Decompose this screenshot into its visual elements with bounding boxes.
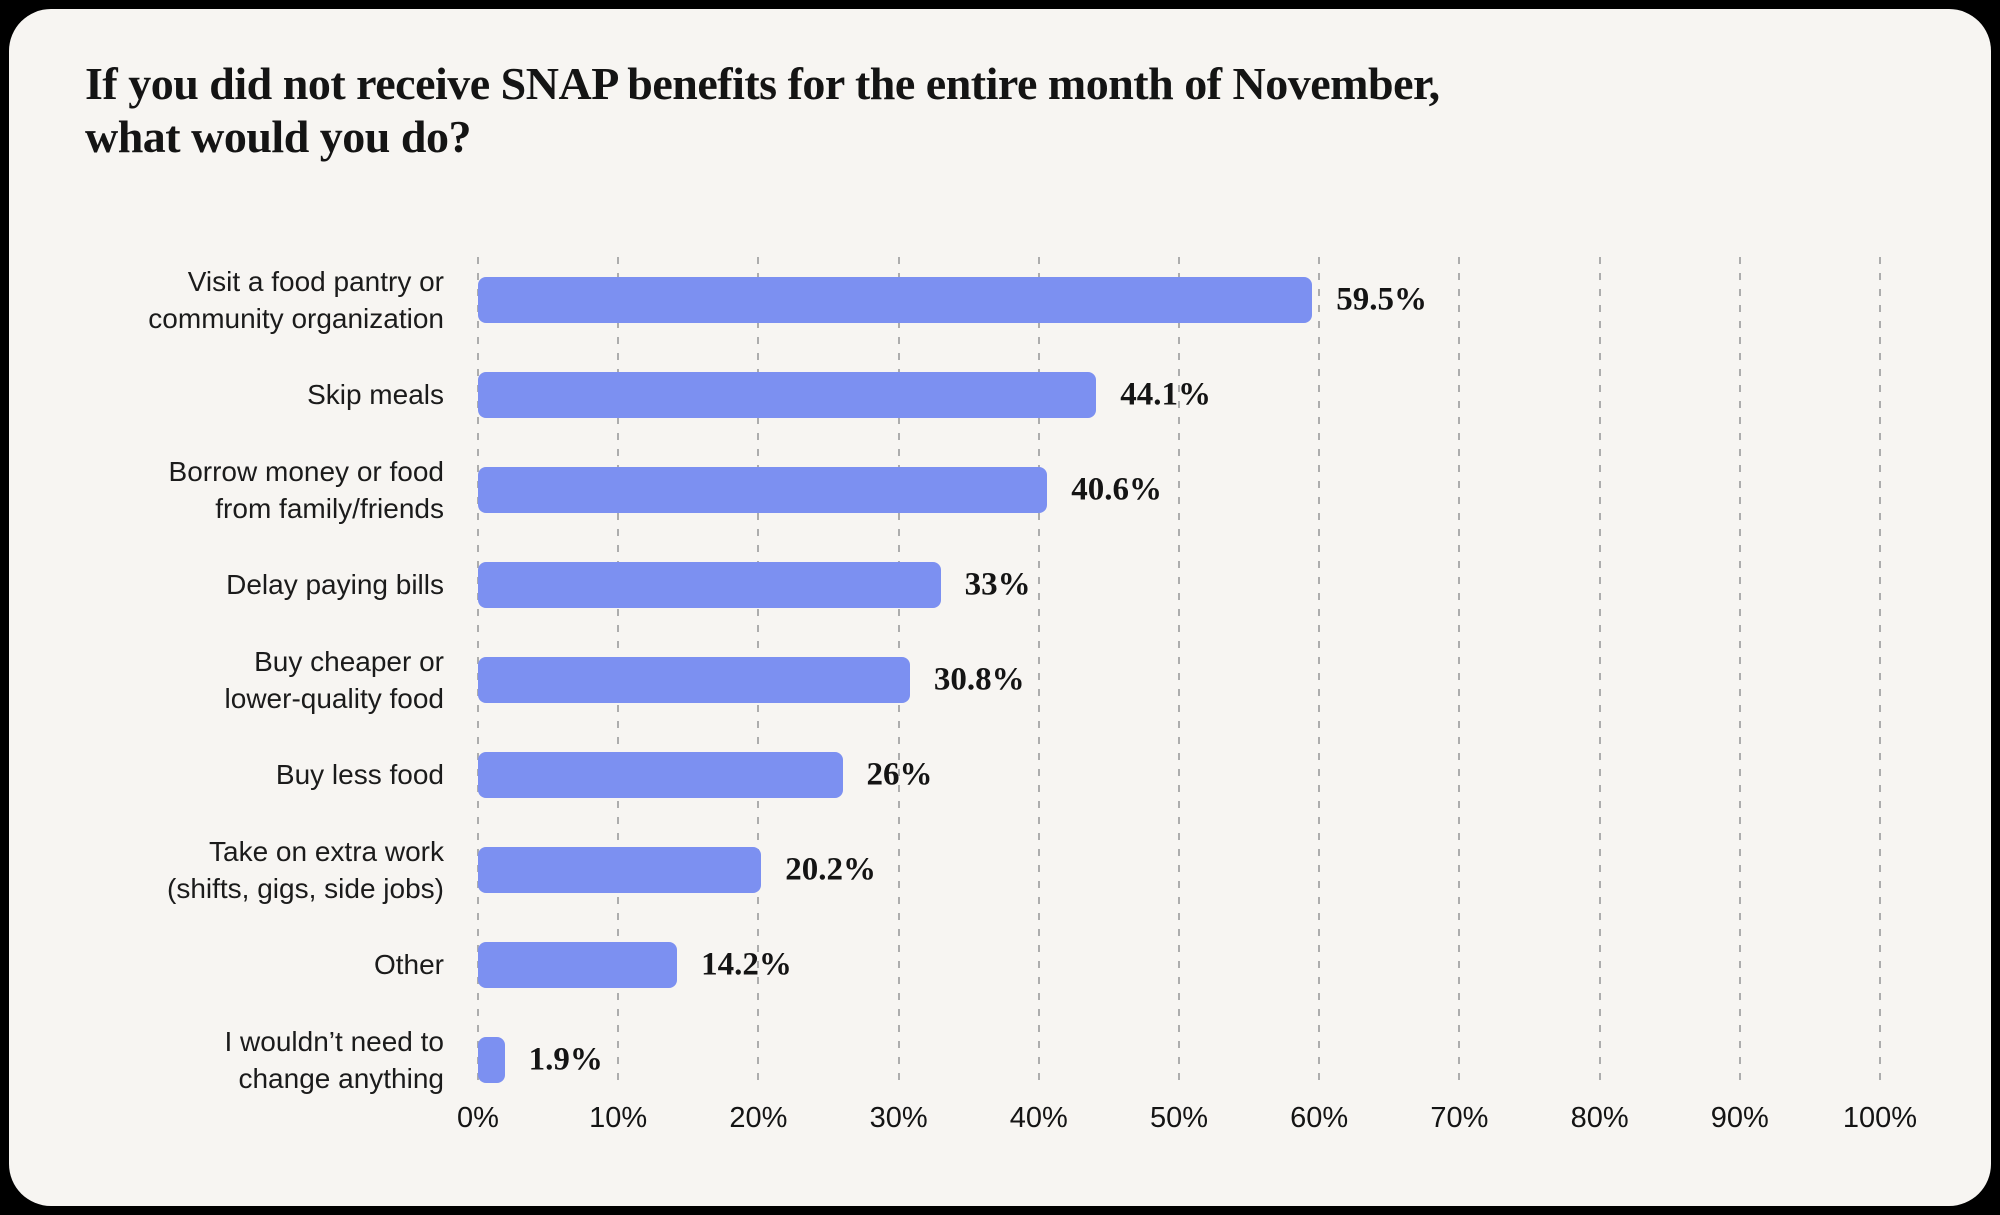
chart-row: Buy cheaper or lower-quality food 30.8% xyxy=(85,632,1880,727)
value-label: 30.8% xyxy=(933,661,1025,697)
bar-track: 59.5% xyxy=(478,276,1880,323)
chart-row: Take on extra work (shifts, gigs, side jo… xyxy=(85,822,1880,917)
value-label: 20.2% xyxy=(785,851,876,887)
x-tick-90%: 90% xyxy=(1710,1102,1769,1134)
x-tick-30%: 30% xyxy=(869,1102,928,1134)
category-label: Skip meals xyxy=(307,379,444,410)
category-label: Visit a food pantry or community organiza… xyxy=(148,265,444,334)
chart-row: Borrow money or food from family/friends 4… xyxy=(85,442,1880,537)
bar-track: 33% xyxy=(478,561,1880,608)
chart-rows: Visit a food pantry or community organiza… xyxy=(85,252,1880,1107)
category-label: Delay paying bills xyxy=(226,569,444,600)
category-label: Buy cheaper or lower-quality food xyxy=(224,645,444,714)
x-tick-70%: 70% xyxy=(1430,1102,1489,1134)
bar-chart: Visit a food pantry or community organiza… xyxy=(85,252,1881,1107)
category-label: Take on extra work (shifts, gigs, side jo… xyxy=(167,835,444,904)
bar-track: 40.6% xyxy=(478,466,1880,513)
bar xyxy=(478,561,941,608)
value-label: 40.6% xyxy=(1071,471,1162,507)
x-tick-40%: 40% xyxy=(1009,1102,1068,1134)
bar xyxy=(478,846,762,893)
x-tick-100%: 100% xyxy=(1842,1102,1918,1134)
value-label: 1.9% xyxy=(528,1041,603,1077)
x-axis: 0% 10% 20% 30% 40% 50% 60% 70% 80% 90% 100% xyxy=(457,1095,1917,1141)
x-tick-10%: 10% xyxy=(589,1102,648,1134)
chart-row: Buy less food 26% xyxy=(85,727,1880,822)
x-tick-60%: 60% xyxy=(1290,1102,1349,1134)
category-label: Buy less food xyxy=(275,759,444,790)
value-label: 33% xyxy=(964,566,1031,602)
x-tick-50%: 50% xyxy=(1149,1102,1209,1134)
chart-title-line-2: what would you do? xyxy=(85,111,471,162)
x-tick-0%: 0% xyxy=(457,1102,499,1134)
bar xyxy=(478,276,1313,323)
category-label: Borrow money or food from family/friends xyxy=(168,455,444,524)
bar xyxy=(478,656,910,703)
bar-track: 14.2% xyxy=(478,941,1880,988)
x-tick-80%: 80% xyxy=(1570,1102,1629,1134)
chart-title-line-1: If you did not receive SNAP benefits for… xyxy=(85,58,1440,109)
bar xyxy=(478,371,1097,418)
bar xyxy=(478,941,678,988)
chart-row: Visit a food pantry or community organiza… xyxy=(85,252,1880,347)
bar xyxy=(478,1036,505,1083)
chart-row: Skip meals 44.1% xyxy=(85,347,1880,442)
bar xyxy=(478,751,843,798)
bar-track: 20.2% xyxy=(478,846,1880,893)
chart-card: If you did not receive SNAP benefits for… xyxy=(9,9,1991,1206)
bar-track: 26% xyxy=(478,751,1880,798)
bar xyxy=(478,466,1048,513)
chart-title: If you did not receive SNAP benefits for… xyxy=(85,57,1785,163)
category-label: I wouldn’t need to change anything xyxy=(224,1025,445,1094)
chart-row: Other 14.2% xyxy=(85,917,1880,1012)
value-label: 14.2% xyxy=(701,946,792,982)
bar-track: 30.8% xyxy=(478,656,1880,703)
chart-row: I wouldn’t need to change anything 1.9% xyxy=(85,1012,1880,1107)
x-tick-20%: 20% xyxy=(729,1102,788,1134)
bar-track: 1.9% xyxy=(478,1036,1880,1083)
bar-track: 44.1% xyxy=(478,371,1880,418)
value-label: 26% xyxy=(866,756,933,792)
chart-row: Delay paying bills 33% xyxy=(85,537,1880,632)
category-label: Other xyxy=(373,949,444,980)
value-label: 44.1% xyxy=(1120,376,1212,412)
value-label: 59.5% xyxy=(1336,281,1427,317)
